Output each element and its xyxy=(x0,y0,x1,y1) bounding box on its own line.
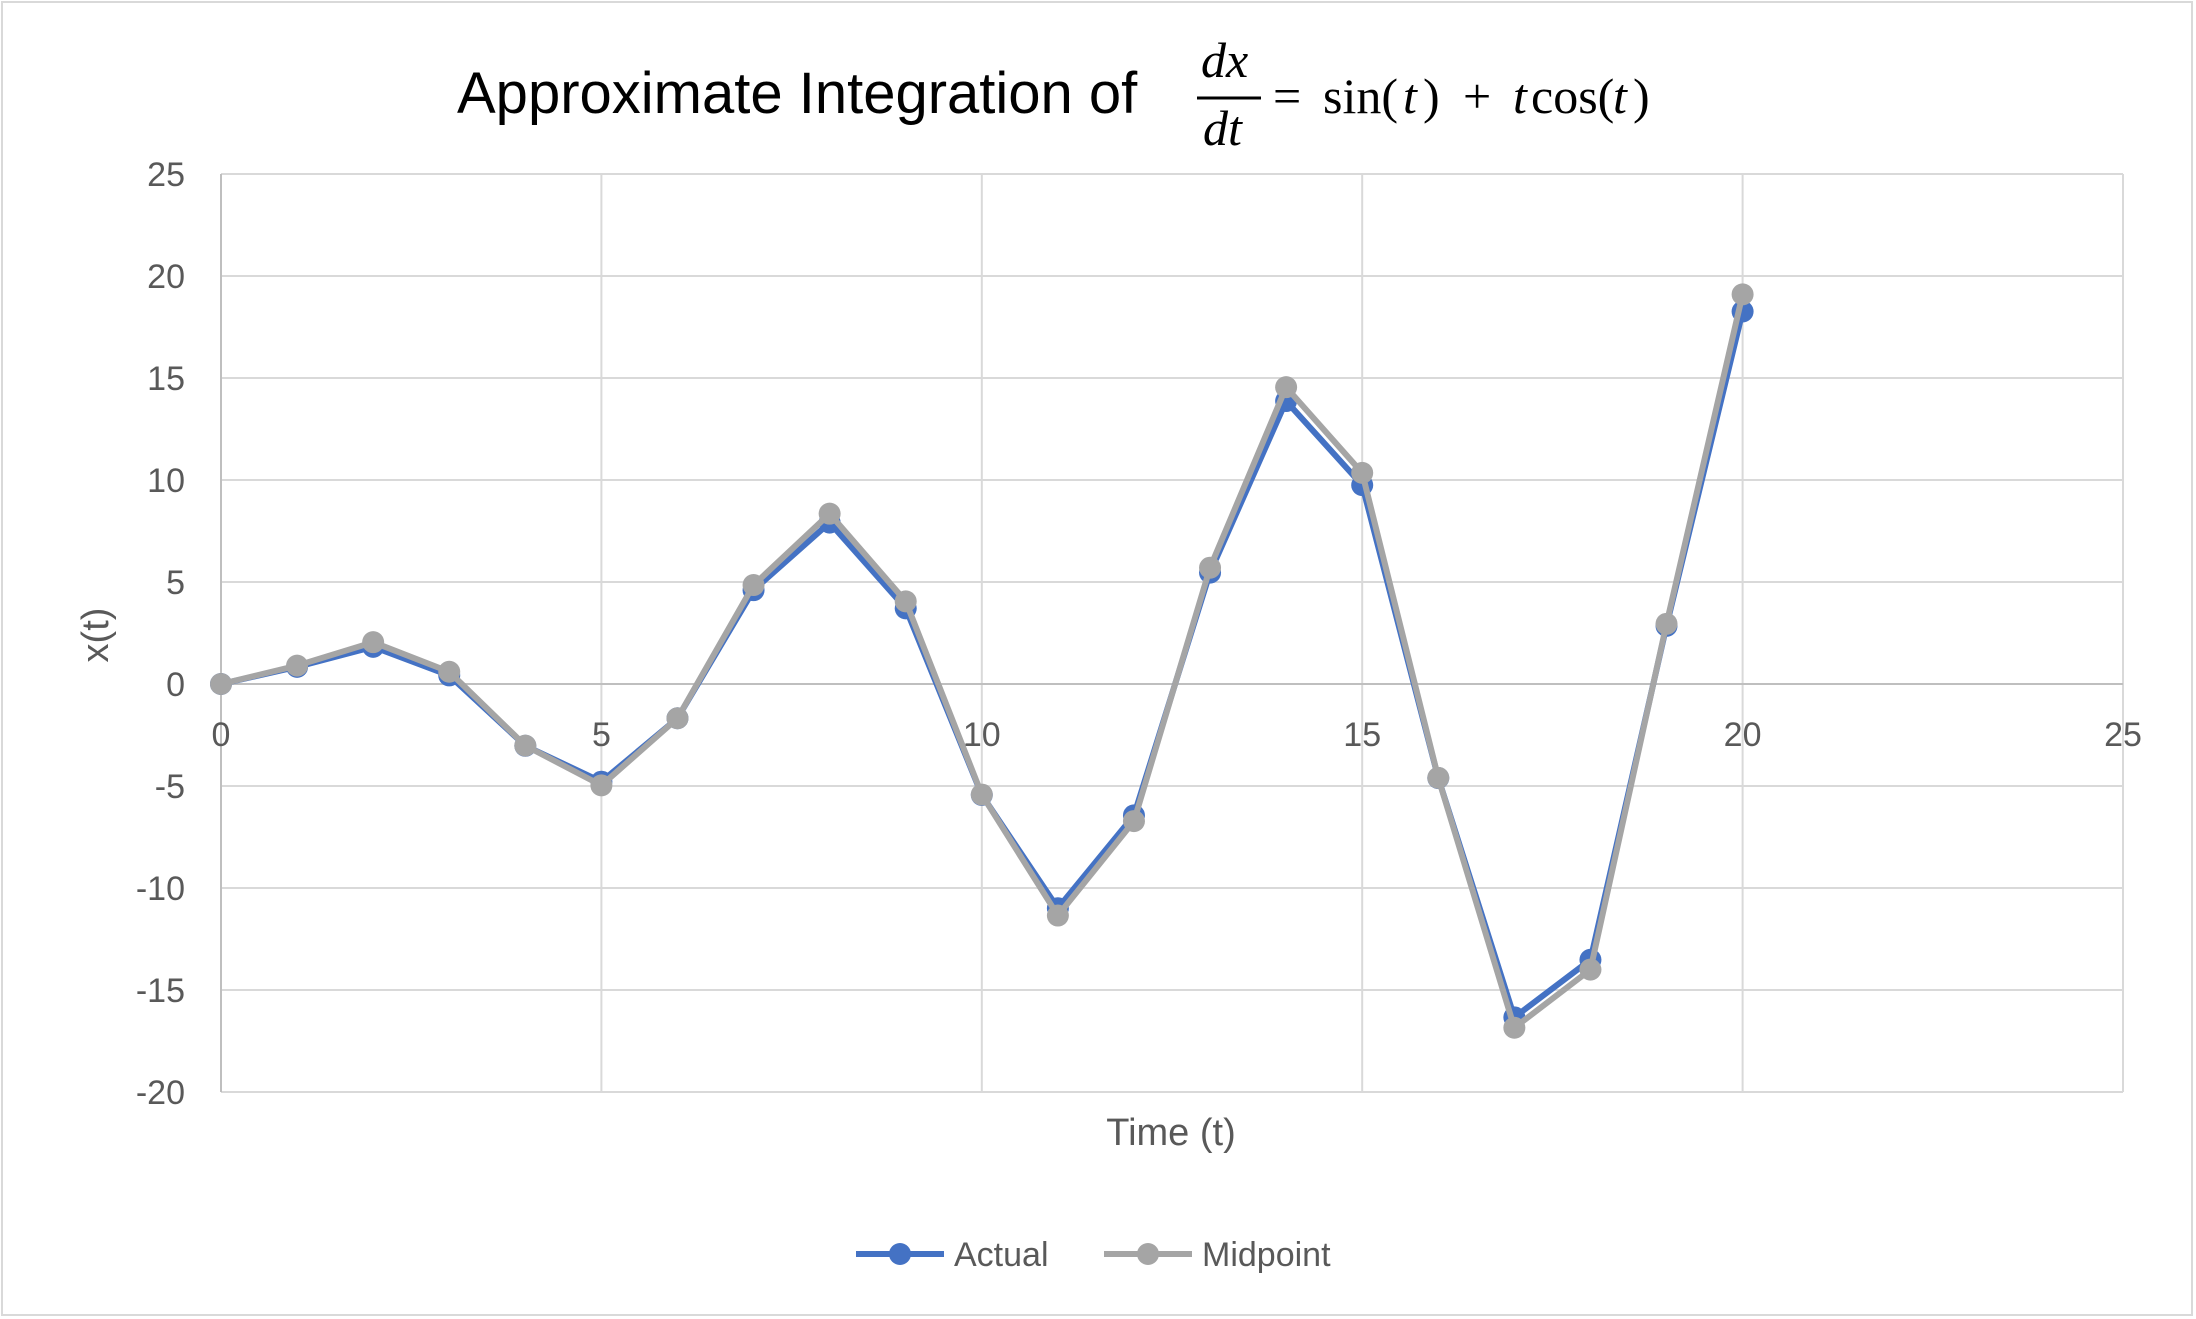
chart-title: Approximate Integration of dx dt = sin( … xyxy=(457,32,1650,156)
data-point-midpoint xyxy=(590,774,613,797)
x-tick-label: 0 xyxy=(212,716,231,754)
legend-marker-midpoint xyxy=(1137,1243,1159,1265)
y-tick-label: 25 xyxy=(147,156,185,194)
equation-numerator: dx xyxy=(1201,32,1248,88)
equation-close2: ) xyxy=(1633,68,1650,124)
equation-t2: t xyxy=(1513,68,1528,124)
data-point-midpoint xyxy=(1046,904,1069,927)
data-point-midpoint xyxy=(970,783,993,806)
y-tick-label: 0 xyxy=(166,666,185,704)
y-tick-label: -15 xyxy=(136,972,185,1010)
data-point-midpoint xyxy=(514,734,537,757)
equation-plus: + xyxy=(1463,68,1491,124)
gridlines xyxy=(221,173,2124,1093)
y-tick-label: 20 xyxy=(147,258,185,296)
y-axis-title: x(t) xyxy=(75,608,117,663)
y-tick-labels: 25 20 15 10 5 0 -5 -10 -15 -20 xyxy=(136,156,185,1112)
x-tick-label: 15 xyxy=(1343,716,1381,754)
equation-close1: ) xyxy=(1423,68,1440,124)
y-tick-label: -10 xyxy=(136,870,185,908)
equation-t1: t xyxy=(1403,68,1418,124)
x-tick-labels: 0 5 10 15 20 25 xyxy=(212,716,2142,754)
data-point-midpoint xyxy=(1503,1016,1526,1039)
data-point-midpoint xyxy=(1351,461,1374,484)
legend-item-midpoint: Midpoint xyxy=(1104,1236,1331,1274)
data-point-midpoint xyxy=(362,631,385,654)
y-tick-label: -5 xyxy=(155,768,185,806)
data-point-midpoint xyxy=(1275,376,1298,399)
equation-equals: = xyxy=(1273,68,1301,124)
data-point-midpoint xyxy=(742,574,765,597)
equation-t3: t xyxy=(1613,68,1628,124)
y-tick-label: -20 xyxy=(136,1074,185,1112)
equation-sin: sin( xyxy=(1323,68,1398,124)
data-point-midpoint xyxy=(286,654,309,677)
data-point-midpoint xyxy=(1199,556,1222,579)
legend: Actual Midpoint xyxy=(856,1236,1331,1274)
x-tick-label: 20 xyxy=(1724,716,1762,754)
chart-title-text: Approximate Integration of xyxy=(457,61,1138,126)
y-tick-label: 15 xyxy=(147,360,185,398)
data-point-midpoint xyxy=(666,707,689,730)
data-point-midpoint xyxy=(1427,766,1450,789)
line-chart: Approximate Integration of dx dt = sin( … xyxy=(75,32,2142,1274)
legend-label-midpoint: Midpoint xyxy=(1202,1236,1331,1274)
equation-cos: cos( xyxy=(1531,68,1614,124)
legend-item-actual: Actual xyxy=(856,1236,1049,1274)
data-point-midpoint xyxy=(894,590,917,613)
data-point-midpoint xyxy=(1655,612,1678,635)
x-tick-label: 5 xyxy=(592,716,611,754)
x-tick-label: 25 xyxy=(2104,716,2142,754)
series-midpoint xyxy=(210,283,1754,1039)
data-point-midpoint xyxy=(818,502,841,525)
data-point-midpoint xyxy=(1731,283,1754,306)
y-tick-label: 10 xyxy=(147,462,185,500)
data-point-midpoint xyxy=(210,673,232,695)
x-axis-title: Time (t) xyxy=(1106,1112,1235,1154)
y-tick-label: 5 xyxy=(166,564,185,602)
legend-marker-actual xyxy=(889,1243,911,1265)
axes xyxy=(220,174,2123,1092)
equation-denominator: dt xyxy=(1203,100,1243,156)
data-point-midpoint xyxy=(438,660,461,683)
data-point-midpoint xyxy=(1122,810,1145,833)
series-group xyxy=(210,283,1754,1039)
data-point-midpoint xyxy=(1579,958,1602,981)
legend-label-actual: Actual xyxy=(954,1236,1049,1274)
x-tick-label: 10 xyxy=(963,716,1001,754)
